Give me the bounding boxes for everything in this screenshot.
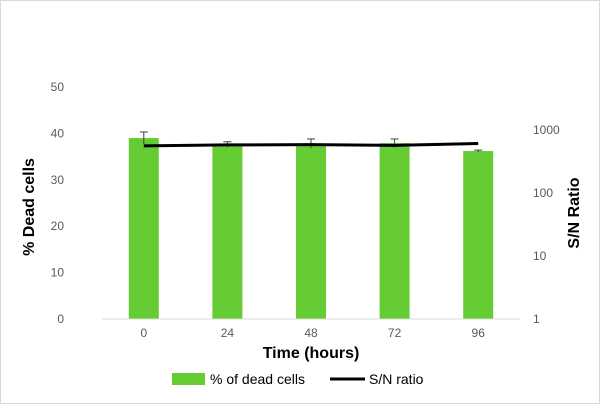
legend: % of dead cells S/N ratio bbox=[172, 371, 424, 387]
x-tick-label: 24 bbox=[221, 326, 235, 340]
x-tick-label: 96 bbox=[472, 326, 486, 340]
y-tick-label: 10 bbox=[51, 266, 65, 280]
bars-layer bbox=[128, 138, 494, 319]
legend-label-bar: % of dead cells bbox=[210, 371, 305, 387]
y2-tick-label: 1000 bbox=[533, 123, 560, 137]
x-axis-title: Time (hours) bbox=[263, 345, 360, 362]
sn-ratio-line bbox=[143, 142, 479, 148]
bar bbox=[212, 144, 243, 319]
y-tick-label: 30 bbox=[51, 173, 65, 187]
y-tick-label: 20 bbox=[51, 219, 65, 233]
bar bbox=[379, 143, 410, 319]
bar bbox=[128, 138, 159, 319]
y-tick-label: 0 bbox=[57, 312, 64, 326]
y-axis-title: % Dead cells bbox=[21, 158, 38, 256]
x-tick-label: 72 bbox=[388, 326, 402, 340]
line-layer bbox=[143, 142, 479, 148]
x-tick-label: 0 bbox=[140, 326, 147, 340]
y2-tick-label: 10 bbox=[533, 249, 547, 263]
legend-swatch-bar bbox=[172, 373, 205, 385]
x-tick-label: 48 bbox=[304, 326, 318, 340]
y-tick-label: 50 bbox=[51, 80, 65, 94]
bar bbox=[296, 143, 326, 319]
y2-tick-label: 100 bbox=[533, 186, 553, 200]
axes-layer: 0 10 20 30 40 50 1 10 100 1000 0 24 48 72 96 Time (hour… bbox=[21, 80, 583, 362]
y2-axis-title: S/N Ratio bbox=[566, 177, 583, 248]
legend-label-line: S/N ratio bbox=[369, 371, 424, 387]
y2-tick-label: 1 bbox=[533, 312, 540, 326]
y-tick-label: 40 bbox=[51, 126, 65, 140]
bar bbox=[463, 151, 494, 319]
